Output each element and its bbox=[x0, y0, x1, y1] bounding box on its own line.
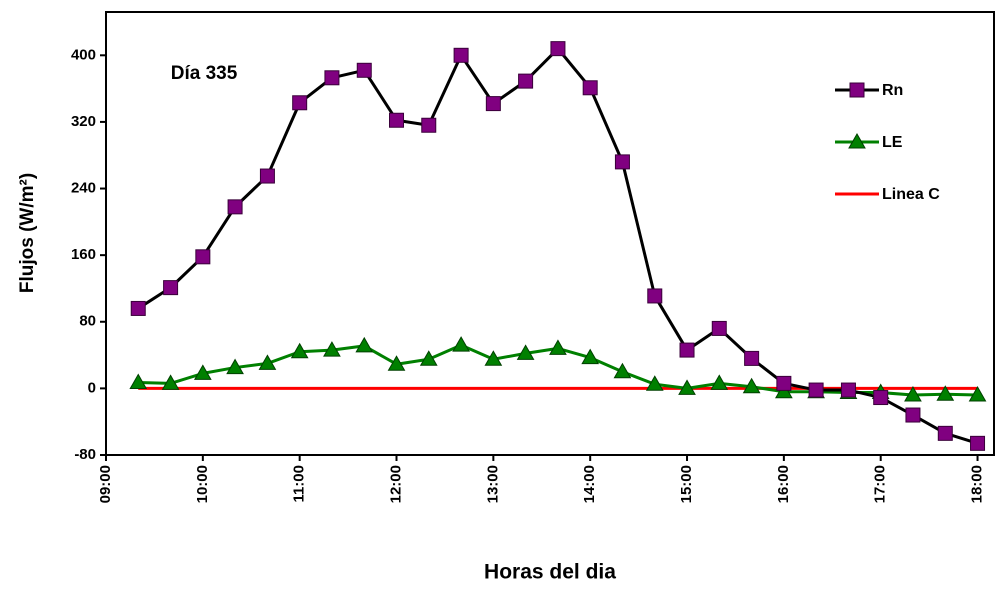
data-point bbox=[742, 377, 761, 394]
x-tick-label: 10:00 bbox=[194, 465, 211, 503]
data-point bbox=[292, 95, 308, 111]
data-point bbox=[290, 342, 309, 359]
data-point bbox=[356, 62, 372, 78]
data-point bbox=[776, 375, 792, 391]
data-point bbox=[259, 168, 275, 184]
data-point bbox=[387, 355, 406, 371]
data-point bbox=[679, 342, 695, 358]
data-point bbox=[421, 117, 437, 133]
data-point bbox=[840, 382, 856, 398]
data-point bbox=[645, 375, 664, 391]
data-point bbox=[582, 80, 598, 96]
y-axis-label: Flujos (W/m²) bbox=[17, 173, 38, 293]
data-point bbox=[549, 339, 567, 355]
data-point bbox=[808, 382, 824, 398]
y-tick-label: 80 bbox=[79, 313, 96, 330]
data-point bbox=[323, 341, 341, 357]
data-point bbox=[129, 373, 148, 390]
data-point bbox=[936, 385, 955, 401]
data-point bbox=[324, 70, 340, 86]
x-tick-label: 15:00 bbox=[678, 465, 695, 503]
data-point bbox=[968, 386, 987, 402]
data-point bbox=[647, 288, 663, 304]
data-point bbox=[904, 386, 922, 402]
data-point bbox=[227, 199, 243, 215]
data-point bbox=[453, 47, 469, 63]
data-point bbox=[419, 350, 438, 366]
x-tick-label: 14:00 bbox=[581, 465, 598, 503]
data-point bbox=[613, 362, 632, 379]
data-point bbox=[485, 96, 501, 112]
data-point bbox=[484, 350, 503, 366]
y-tick-label: -80 bbox=[74, 446, 96, 463]
data-point bbox=[937, 425, 953, 441]
data-point bbox=[905, 407, 921, 423]
data-point bbox=[389, 112, 405, 128]
x-tick-label: 16:00 bbox=[775, 465, 792, 503]
data-point bbox=[518, 73, 534, 89]
y-tick-label: 400 bbox=[71, 46, 96, 63]
x-axis-label: Horas del dia bbox=[484, 561, 616, 584]
data-point bbox=[130, 300, 146, 316]
y-tick-label: 320 bbox=[71, 113, 96, 130]
legend-marker bbox=[848, 132, 866, 149]
data-point bbox=[193, 364, 212, 380]
data-point bbox=[678, 379, 696, 395]
legend-label: Linea C bbox=[882, 186, 940, 203]
x-tick-label: 13:00 bbox=[484, 465, 501, 503]
data-point bbox=[163, 280, 179, 296]
data-point bbox=[258, 354, 277, 370]
data-point bbox=[550, 41, 566, 57]
data-point bbox=[711, 320, 727, 336]
data-point bbox=[581, 348, 600, 365]
y-tick-label: 0 bbox=[88, 379, 96, 396]
plot-frame bbox=[105, 11, 995, 456]
data-point bbox=[710, 374, 729, 390]
x-tick-label: 09:00 bbox=[97, 465, 114, 503]
y-tick-label: 160 bbox=[71, 246, 96, 263]
data-point bbox=[195, 249, 211, 265]
legend-label: Rn bbox=[882, 82, 903, 99]
annotation: Día 335 bbox=[171, 63, 238, 84]
data-point bbox=[516, 344, 535, 360]
legend-marker bbox=[849, 82, 865, 98]
data-point bbox=[970, 435, 986, 451]
x-tick-label: 18:00 bbox=[969, 465, 986, 503]
data-point bbox=[614, 154, 630, 170]
x-tick-label: 11:00 bbox=[291, 465, 308, 503]
data-point bbox=[873, 390, 889, 406]
data-point bbox=[226, 358, 244, 375]
y-tick-label: 240 bbox=[71, 180, 96, 197]
data-point bbox=[744, 350, 760, 366]
x-tick-label: 12:00 bbox=[387, 465, 404, 503]
legend-label: LE bbox=[882, 134, 903, 151]
data-point bbox=[161, 374, 180, 390]
x-tick-label: 17:00 bbox=[872, 465, 889, 503]
data-point bbox=[452, 336, 470, 352]
data-point bbox=[355, 336, 374, 353]
